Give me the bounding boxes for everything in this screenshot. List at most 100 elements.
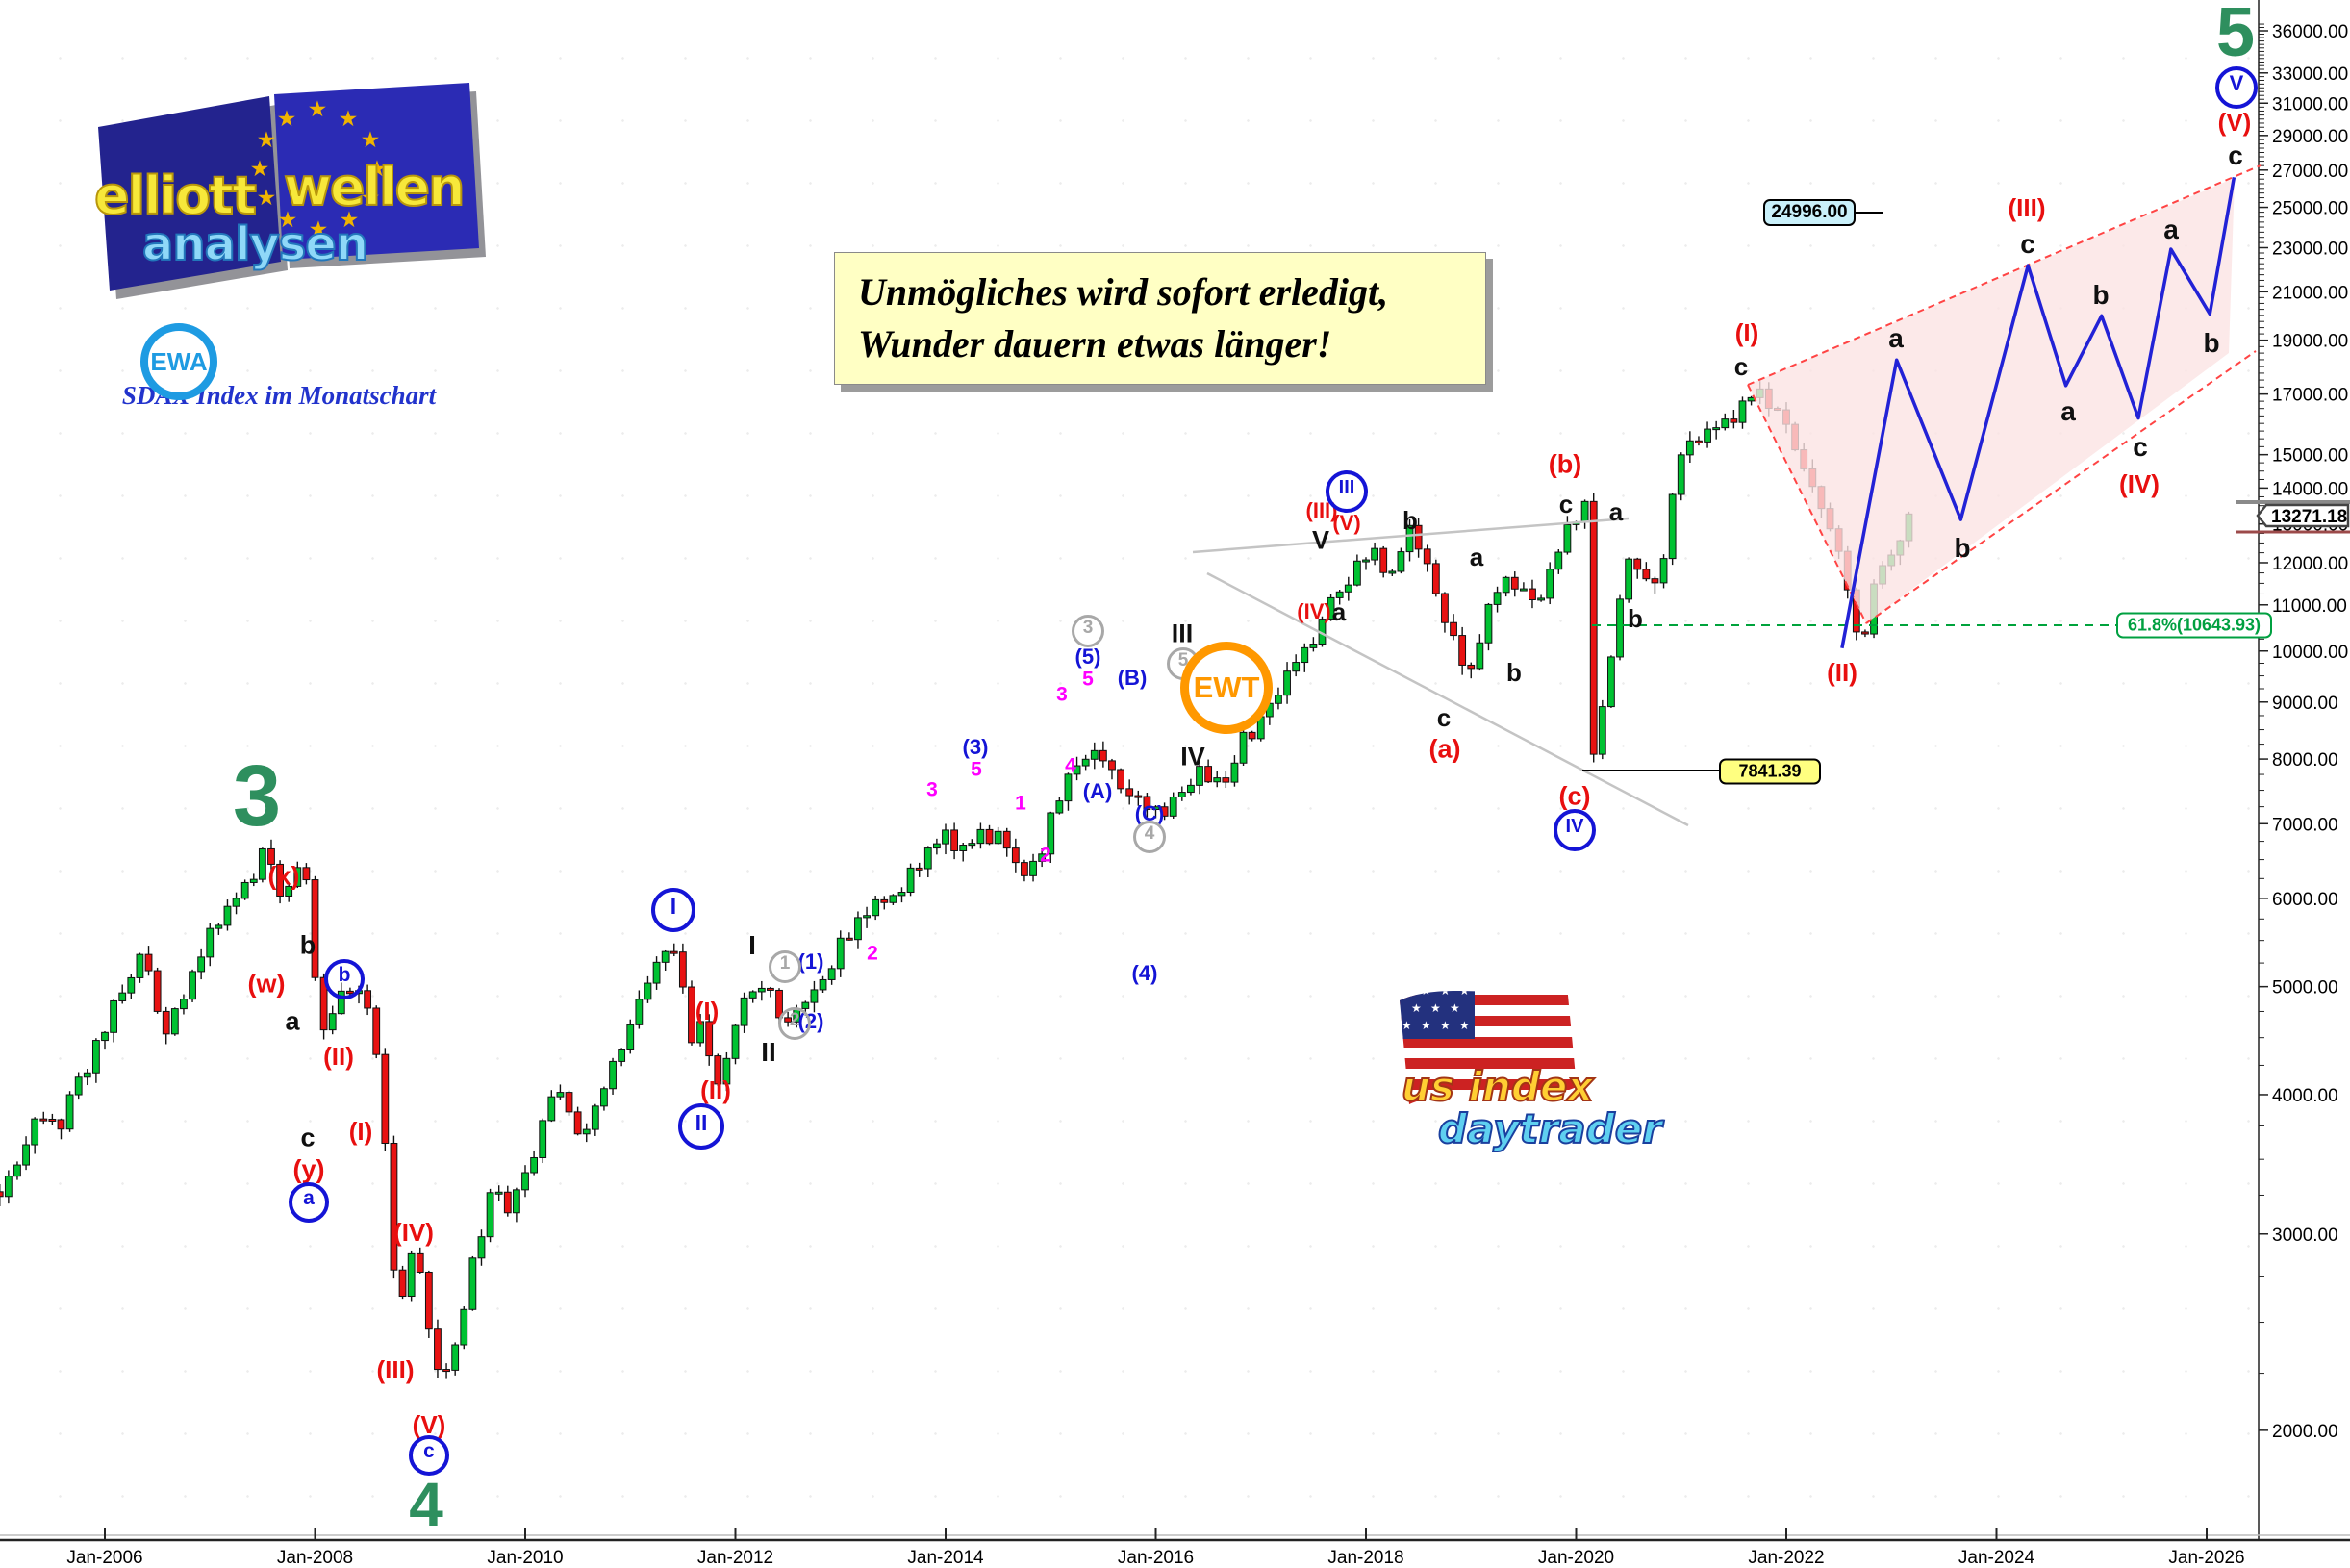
svg-text:★: ★ (368, 159, 386, 180)
wave-label: 4 (409, 1470, 443, 1539)
wave-label: 3 (232, 748, 282, 845)
svg-text:Jan-2020: Jan-2020 (1538, 1548, 1614, 1568)
wave-label: 1 (1015, 792, 1026, 815)
circled-wave-label: V (2215, 66, 2258, 109)
svg-text:★: ★ (1402, 1019, 1412, 1032)
wave-label: 5 (971, 758, 982, 781)
flag-word-daytrader: daytrader (1438, 1105, 1664, 1152)
wave-label: b (1402, 506, 1418, 535)
wave-label: 3 (926, 778, 938, 801)
wave-label: b (2203, 328, 2220, 358)
wave-label: 5 (2215, 0, 2256, 71)
target-price-box: 24996.00 (1763, 199, 1856, 226)
candles-layer (0, 381, 1913, 1379)
svg-text:★: ★ (1450, 1001, 1460, 1015)
svg-text:5000.00: 5000.00 (2272, 978, 2338, 999)
svg-text:Jan-2018: Jan-2018 (1327, 1548, 1403, 1568)
svg-text:★: ★ (1402, 984, 1412, 998)
ewt-badge: EWT (1180, 642, 1273, 734)
wave-label: 5 (1082, 668, 1094, 691)
circled-wave-label: III (1326, 470, 1368, 513)
wave-label: (A) (1082, 779, 1113, 803)
wave-label: c (1558, 490, 1574, 518)
circled-wave-label: 1 (769, 950, 801, 983)
wave-label: III (1171, 619, 1194, 648)
logo-word-elliott: elliott (94, 165, 256, 226)
wave-label: (x) (267, 861, 300, 891)
svg-text:25000.00: 25000.00 (2272, 199, 2348, 219)
wave-label: IV (1180, 742, 1205, 771)
svg-text:Jan-2024: Jan-2024 (1958, 1548, 2035, 1568)
current-price-value: 13271.18 (2271, 507, 2347, 527)
circled-wave-label: I (651, 888, 695, 932)
svg-text:4000.00: 4000.00 (2272, 1086, 2338, 1106)
us-flag-graphic: ★ ★ ★ ★ ★ ★ ★ ★ ★ ★ ★ us index daytrader (1400, 984, 1665, 1153)
wave-label: c (300, 1123, 316, 1152)
wave-label: (y) (292, 1154, 325, 1184)
wave-label: (C) (1134, 801, 1165, 825)
svg-text:14000.00: 14000.00 (2272, 479, 2348, 499)
circled-wave-label: II (678, 1103, 724, 1150)
wave-label: b (2092, 280, 2110, 310)
svg-text:3000.00: 3000.00 (2272, 1226, 2338, 1246)
svg-text:2000.00: 2000.00 (2272, 1422, 2338, 1442)
svg-text:23000.00: 23000.00 (2272, 240, 2348, 260)
low-2020-box: 7841.39 (1719, 758, 1821, 785)
wave-label: b (299, 930, 316, 960)
wave-label: (B) (1117, 666, 1148, 690)
svg-text:12000.00: 12000.00 (2272, 554, 2348, 574)
svg-text:10000.00: 10000.00 (2272, 643, 2348, 663)
svg-text:27000.00: 27000.00 (2272, 162, 2348, 182)
wave-label: (a) (1428, 734, 1461, 764)
wave-label: (IV) (393, 1218, 434, 1247)
svg-text:★: ★ (309, 99, 326, 120)
svg-text:29000.00: 29000.00 (2272, 127, 2348, 147)
svg-text:★: ★ (1411, 1001, 1422, 1015)
svg-text:36000.00: 36000.00 (2272, 22, 2348, 42)
wave-label: c (2133, 432, 2148, 462)
wave-label: (I) (1734, 318, 1759, 347)
fib-box: 61.8%(10643.93) (2116, 612, 2272, 639)
wave-label: (b) (1548, 449, 1582, 479)
wave-label: (III) (376, 1355, 415, 1384)
wave-label: (V) (2217, 108, 2252, 137)
wave-label: 2 (867, 942, 878, 965)
circled-wave-label: 3 (1072, 615, 1104, 647)
projection-wedge (1747, 164, 2262, 624)
wave-label: c (1436, 703, 1452, 732)
svg-text:★: ★ (1421, 1019, 1431, 1032)
svg-text:★: ★ (1440, 1019, 1451, 1032)
wave-label: c (2228, 140, 2243, 170)
svg-text:Jan-2008: Jan-2008 (277, 1548, 353, 1568)
svg-text:★: ★ (362, 188, 379, 209)
wave-label: II (761, 1037, 776, 1067)
svg-text:★: ★ (278, 109, 295, 130)
svg-text:31000.00: 31000.00 (2272, 94, 2348, 114)
svg-text:Jan-2022: Jan-2022 (1748, 1548, 1824, 1568)
wave-label: (c) (1558, 781, 1591, 811)
svg-text:8000.00: 8000.00 (2272, 750, 2338, 771)
wave-label: (5) (1074, 645, 1101, 669)
wave-label: (III) (2008, 193, 2046, 222)
svg-text:★: ★ (340, 109, 357, 130)
svg-text:6000.00: 6000.00 (2272, 890, 2338, 910)
wave-label: b (1506, 658, 1522, 687)
wave-label: (I) (695, 997, 720, 1025)
svg-text:Jan-2014: Jan-2014 (907, 1548, 984, 1568)
circled-wave-label: 4 (1133, 821, 1166, 853)
svg-text:★: ★ (341, 210, 358, 231)
wave-label: b (1628, 604, 1643, 633)
svg-text:33000.00: 33000.00 (2272, 64, 2348, 85)
wave-label: I (748, 930, 756, 960)
circled-wave-label: c (409, 1435, 449, 1476)
wave-label: b (1954, 533, 1971, 563)
quote-line-1: Unmögliches wird sofort erledigt, (858, 270, 1389, 314)
elliott-projection-path (1840, 177, 2236, 649)
svg-text:Jan-2006: Jan-2006 (66, 1548, 142, 1568)
svg-text:★: ★ (1459, 984, 1470, 998)
circled-wave-label: a (289, 1182, 329, 1223)
wave-label: a (1608, 497, 1624, 526)
wave-label: V (1311, 525, 1330, 555)
